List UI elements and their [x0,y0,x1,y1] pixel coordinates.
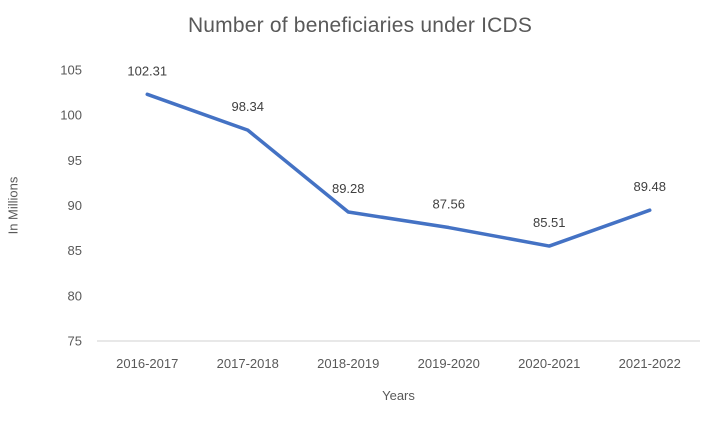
data-label: 98.34 [231,99,264,114]
x-tick-label: 2021-2022 [619,356,681,371]
y-tick-label: 95 [68,153,82,168]
data-line [145,92,652,248]
y-tick-label: 85 [68,243,82,258]
data-label: 102.31 [127,63,167,78]
x-tick-label: 2020-2021 [518,356,580,371]
y-tick-label: 80 [68,288,82,303]
x-axis-title: Years [382,388,415,403]
data-label: 87.56 [432,197,465,212]
x-tick-label: 2017-2018 [217,356,279,371]
y-tick-label: 100 [60,108,82,123]
y-tick-label: 75 [68,334,82,349]
x-tick-label: 2019-2020 [418,356,480,371]
data-label: 89.28 [332,181,365,196]
x-tick-label: 2018-2019 [317,356,379,371]
y-tick-label: 105 [60,63,82,78]
x-tick-label: 2016-2017 [116,356,178,371]
data-label: 85.51 [533,215,566,230]
data-label: 89.48 [633,179,666,194]
chart-title: Number of beneficiaries under ICDS [187,14,533,37]
y-tick-label: 90 [68,198,82,213]
